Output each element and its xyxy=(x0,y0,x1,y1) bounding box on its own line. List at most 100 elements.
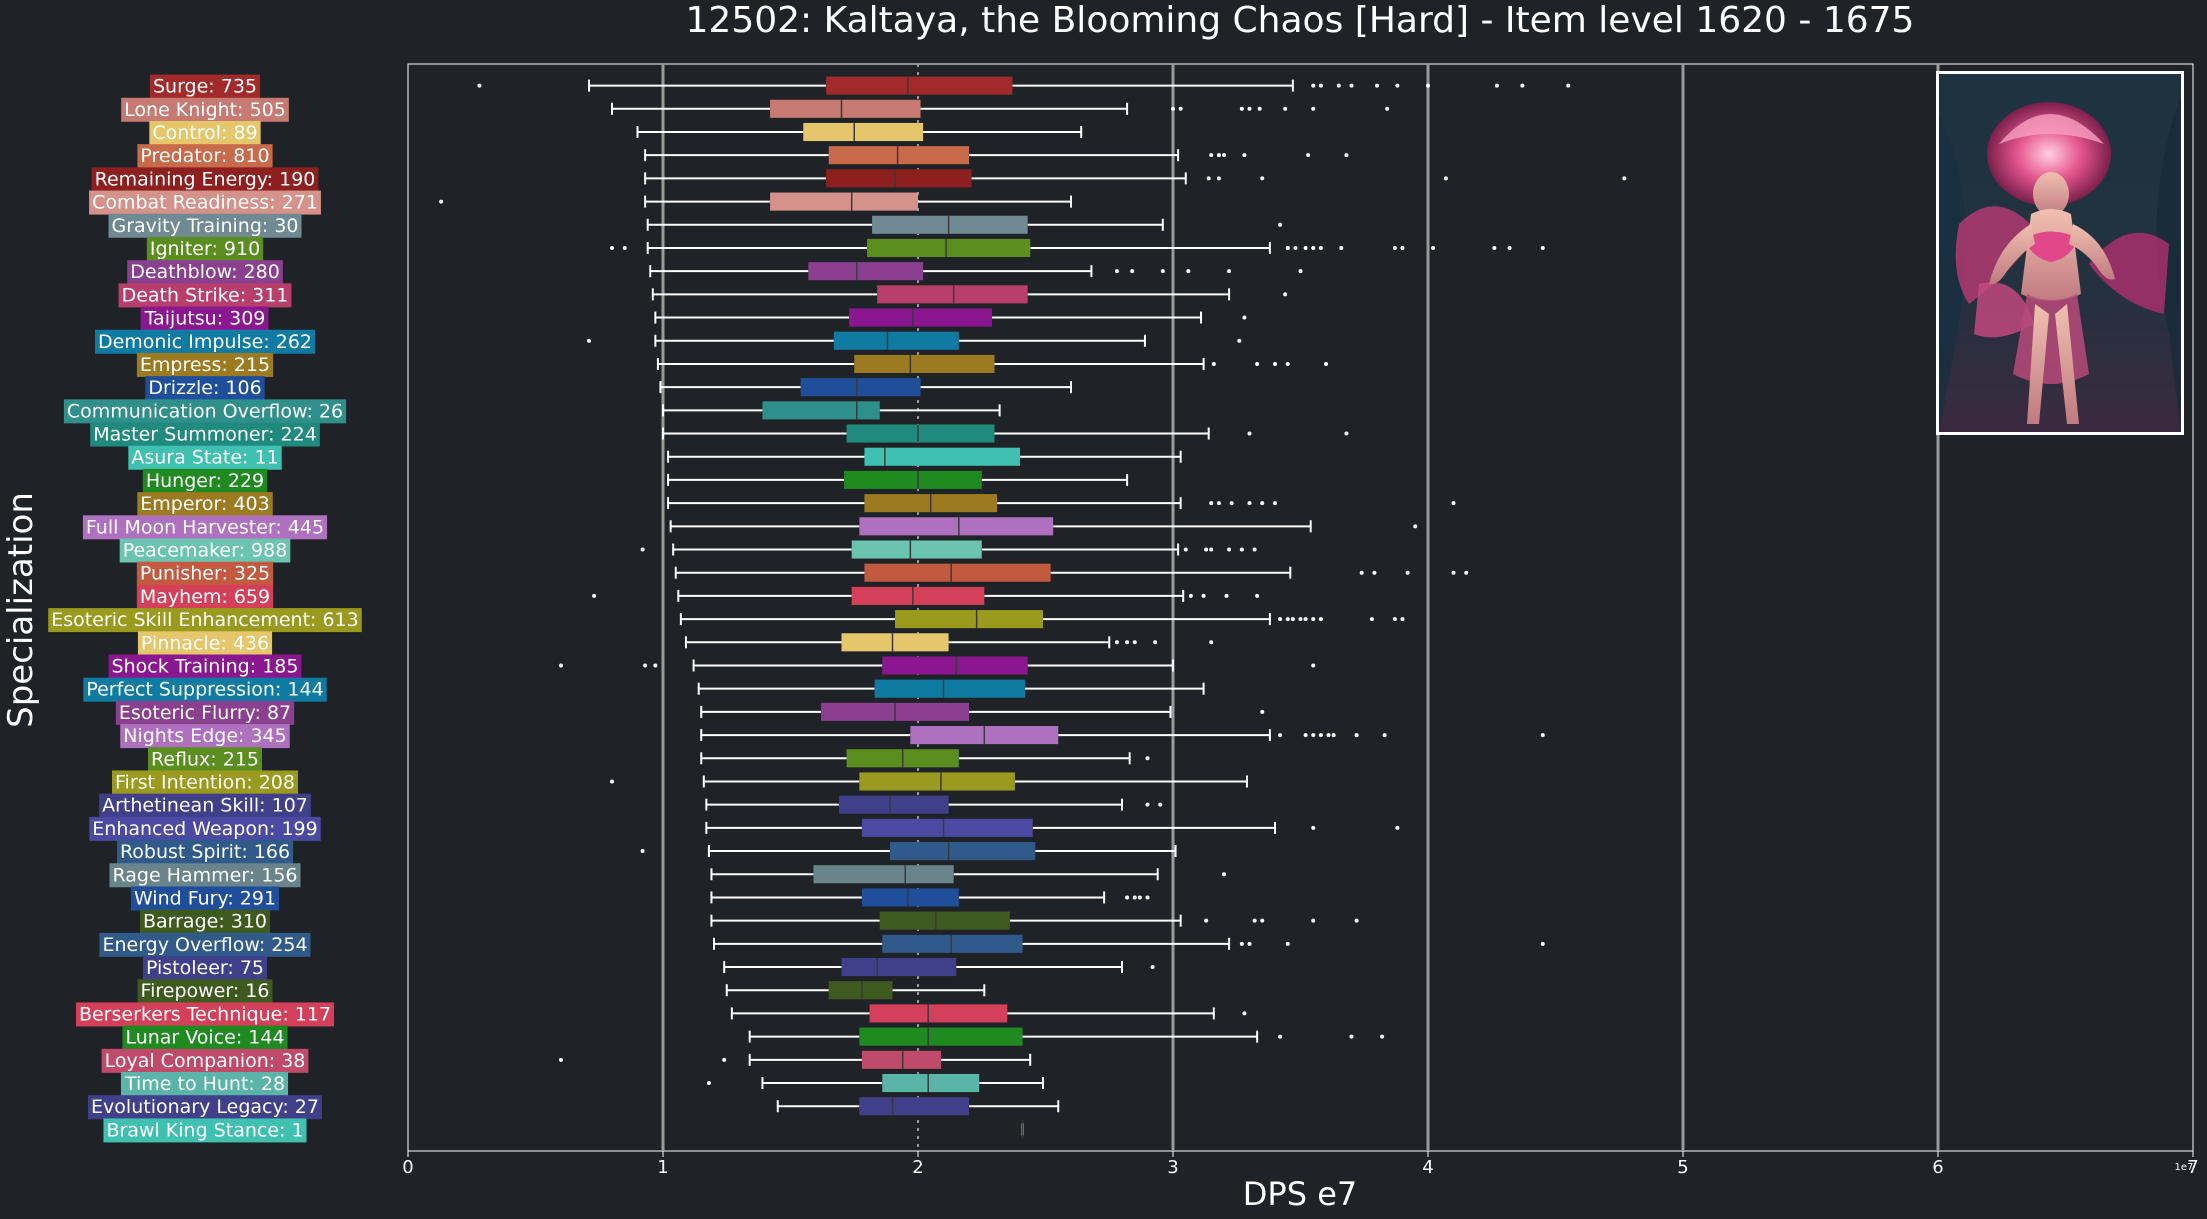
outlier-point xyxy=(1494,83,1499,88)
chart-title: 12502: Kaltaya, the Blooming Chaos [Hard… xyxy=(686,0,1915,41)
outlier-point xyxy=(1318,83,1323,88)
spec-label-26: Perfect Suppression: 144 xyxy=(86,679,323,701)
box-row-24 xyxy=(684,633,1214,652)
box-row-40 xyxy=(730,1004,1247,1023)
spec-label-31: Arthetinean Skill: 107 xyxy=(102,795,308,817)
box xyxy=(879,911,1010,930)
spec-label-bg-45 xyxy=(103,1118,307,1143)
outlier-point xyxy=(1303,617,1308,622)
outlier-point xyxy=(1222,153,1226,158)
outlier-point xyxy=(1186,269,1191,274)
spec-label-36: Barrage: 310 xyxy=(143,911,267,933)
outlier-point xyxy=(1145,802,1150,807)
spec-label-25: Shock Training: 185 xyxy=(112,655,299,677)
spec-label-bg-3 xyxy=(137,144,273,169)
spec-label-35: Wind Fury: 291 xyxy=(134,887,276,909)
outlier-point xyxy=(640,547,645,552)
box xyxy=(828,146,969,165)
box-row-28 xyxy=(700,726,1545,745)
spec-label-18: Emperor: 403 xyxy=(140,493,269,515)
spec-label-bg-44 xyxy=(88,1095,322,1120)
outlier-point xyxy=(1209,547,1214,552)
box xyxy=(872,215,1028,234)
outlier-point xyxy=(1260,176,1265,181)
spec-label-bg-36 xyxy=(139,909,271,934)
spec-label-27: Esoteric Flurry: 87 xyxy=(119,702,291,724)
outlier-point xyxy=(1278,222,1283,227)
outlier-point xyxy=(1216,153,1221,158)
outlier-point xyxy=(1540,733,1545,738)
box-row-20 xyxy=(640,540,1257,559)
outlier-point xyxy=(1252,918,1257,923)
outlier-point xyxy=(1464,570,1469,575)
x-axis-offset-label: 1e7 xyxy=(2175,1162,2194,1173)
spec-label-bg-8 xyxy=(127,260,283,285)
box xyxy=(867,238,1031,258)
outlier-point xyxy=(1209,153,1214,158)
outlier-point xyxy=(587,338,592,343)
outlier-point xyxy=(1339,245,1344,250)
spec-label-bg-40 xyxy=(75,1002,335,1027)
box-row-10 xyxy=(654,308,1247,327)
box-row-9 xyxy=(651,285,1288,304)
outlier-point xyxy=(1285,941,1290,946)
spec-label-bg-23 xyxy=(48,608,362,633)
outlier-point xyxy=(1237,338,1242,343)
outlier-point xyxy=(1209,640,1214,645)
box xyxy=(770,99,921,118)
outlier-point xyxy=(1150,965,1155,970)
outlier-point xyxy=(1492,245,1497,250)
x-tick-label: 6 xyxy=(1932,1157,1943,1178)
spec-label-bg-10 xyxy=(140,306,269,331)
outlier-point xyxy=(1239,547,1244,552)
spec-label-14: Communication Overflow: 26 xyxy=(67,400,343,422)
x-tick-label: 5 xyxy=(1677,1157,1688,1178)
box-row-19 xyxy=(669,517,1418,536)
outlier-point xyxy=(1153,640,1158,645)
spec-label-12: Empress: 215 xyxy=(140,354,270,376)
outlier-point xyxy=(1290,617,1295,622)
spec-label-20: Peacemaker: 988 xyxy=(123,540,288,562)
box xyxy=(808,262,924,281)
spec-label-11: Demonic Impulse: 262 xyxy=(98,331,312,353)
spec-label-9: Death Strike: 311 xyxy=(122,284,289,306)
box xyxy=(770,192,918,211)
spec-label-bg-7 xyxy=(146,236,264,261)
outlier-point xyxy=(1392,245,1397,250)
spec-label-37: Energy Overflow: 254 xyxy=(102,934,307,956)
outlier-point xyxy=(1318,733,1323,738)
x-tick-label: 2 xyxy=(912,1157,923,1178)
outlier-point xyxy=(1216,501,1221,506)
spec-label-bg-13 xyxy=(145,376,265,401)
spec-label-bg-0 xyxy=(149,74,261,99)
box-row-18 xyxy=(667,494,1456,513)
spec-label-bg-27 xyxy=(115,700,295,725)
box xyxy=(869,1004,1008,1023)
spec-label-bg-31 xyxy=(99,793,311,818)
spec-label-bg-9 xyxy=(118,283,292,308)
outlier-point xyxy=(1372,570,1377,575)
spec-label-bg-6 xyxy=(108,213,302,238)
box-series-layer xyxy=(439,76,1627,1139)
outlier-point xyxy=(1540,245,1545,250)
box-row-34 xyxy=(710,865,1226,884)
outlier-point xyxy=(1311,663,1316,668)
outlier-point xyxy=(1283,292,1288,297)
outlier-point xyxy=(1239,941,1244,946)
outlier-point xyxy=(1431,245,1436,250)
spec-label-42: Loyal Companion: 38 xyxy=(105,1050,306,1072)
spec-label-bg-42 xyxy=(101,1048,309,1073)
outlier-point xyxy=(1395,825,1400,830)
outlier-point xyxy=(1206,176,1211,181)
outlier-point xyxy=(1242,153,1247,158)
box-row-16 xyxy=(667,447,1182,466)
outlier-point xyxy=(1145,756,1150,761)
outlier-point xyxy=(1311,918,1316,923)
plot-area xyxy=(407,63,2194,1152)
outlier-point xyxy=(1171,106,1175,111)
spec-label-bg-17 xyxy=(142,468,268,493)
box xyxy=(851,540,982,559)
outlier-point xyxy=(1298,617,1303,622)
outlier-point xyxy=(1369,617,1374,622)
spec-label-17: Hunger: 229 xyxy=(146,470,264,492)
